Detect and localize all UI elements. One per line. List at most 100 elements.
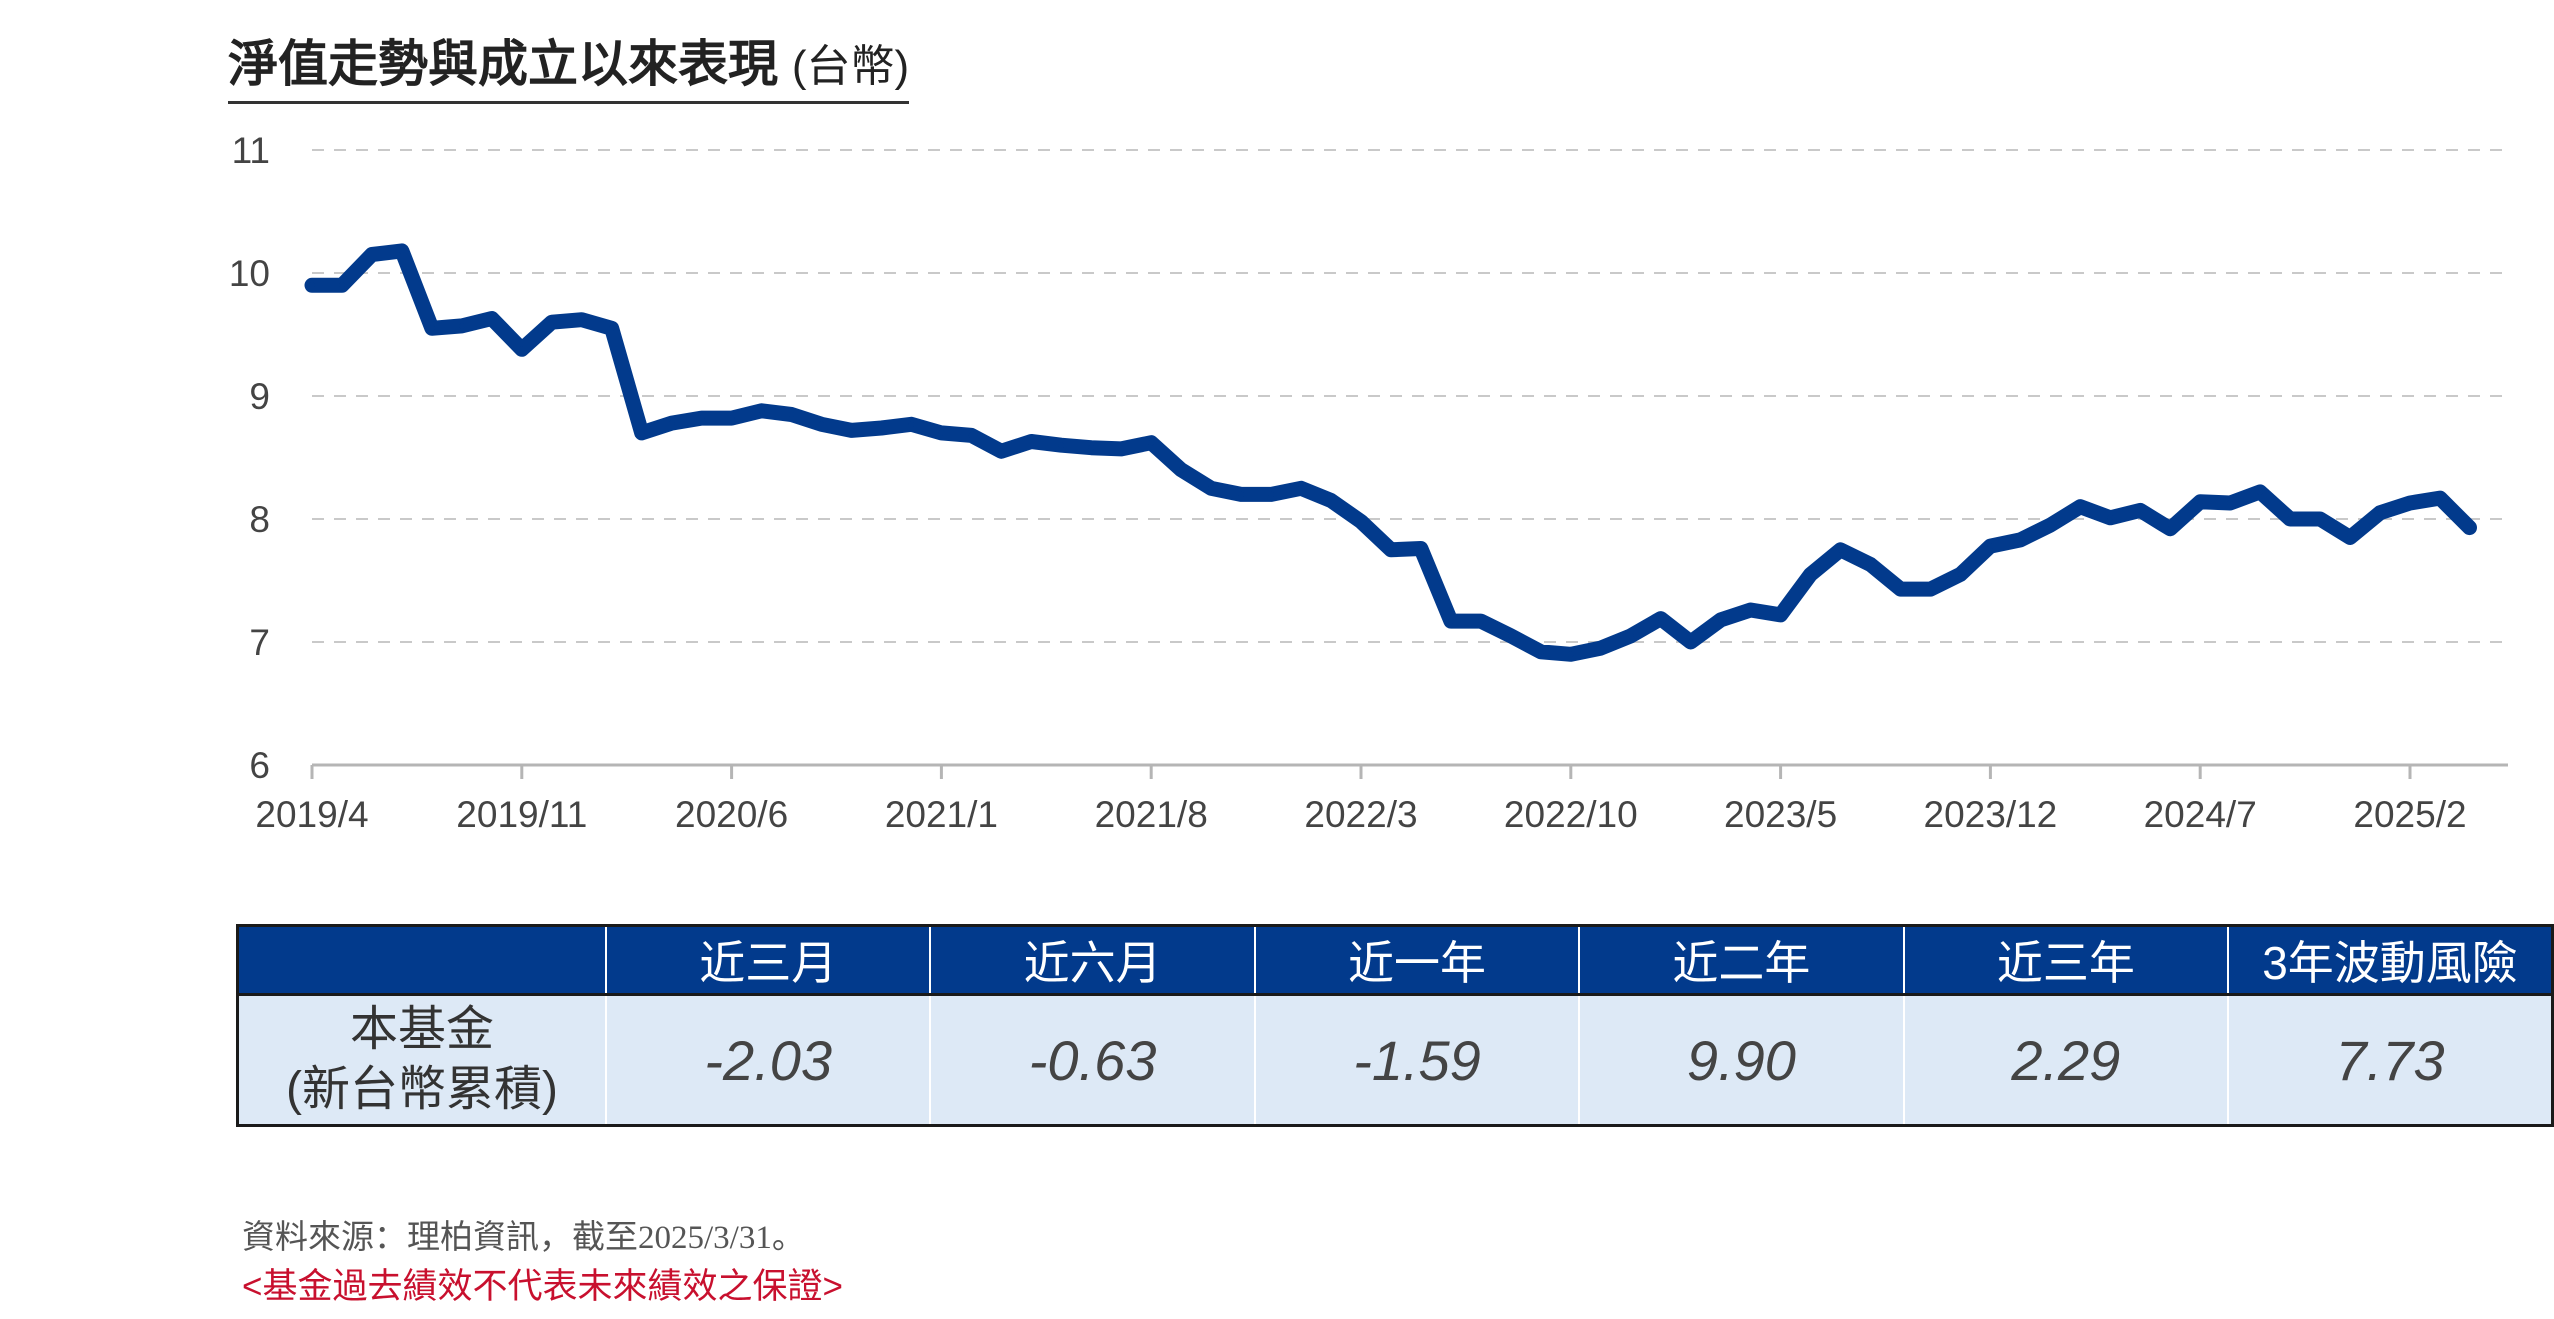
x-axis-ticks: 2019/4 2019/11 2020/6 2021/1 2021/8 2022/3 202… bbox=[255, 765, 2467, 835]
data-point bbox=[938, 429, 945, 436]
x-tick-label: 2020/6 bbox=[675, 794, 788, 835]
data-point bbox=[1058, 442, 1065, 449]
y-tick-label: 8 bbox=[249, 499, 270, 540]
data-point bbox=[398, 247, 405, 254]
table-header-2y: 近二年 bbox=[1578, 924, 1905, 996]
value-volatility: 7.73 bbox=[2227, 993, 2554, 1127]
data-point bbox=[1417, 545, 1424, 552]
x-tick-label: 2021/1 bbox=[885, 794, 998, 835]
data-point bbox=[2377, 509, 2383, 516]
data-point bbox=[1957, 571, 1964, 578]
data-point bbox=[608, 325, 615, 332]
value-3m: -2.03 bbox=[604, 993, 932, 1127]
value-6m: -0.63 bbox=[929, 993, 1256, 1127]
series-layer bbox=[304, 243, 2477, 662]
data-point bbox=[2047, 522, 2054, 529]
data-point bbox=[2197, 498, 2204, 505]
data-point bbox=[1358, 518, 1364, 525]
data-point bbox=[1148, 439, 1155, 446]
data-point bbox=[548, 319, 555, 326]
data-point bbox=[2317, 516, 2324, 522]
data-point bbox=[2466, 524, 2473, 531]
table-header-3m: 近三月 bbox=[604, 924, 932, 996]
data-point bbox=[518, 346, 525, 353]
data-point bbox=[668, 420, 675, 427]
data-point bbox=[2407, 500, 2413, 506]
data-point bbox=[2347, 534, 2354, 541]
data-point bbox=[1447, 618, 1454, 625]
y-tick-label: 7 bbox=[249, 622, 270, 663]
data-point bbox=[1088, 444, 1095, 451]
row-label-line1: 本基金 bbox=[349, 1003, 494, 1056]
data-point bbox=[1388, 546, 1394, 553]
x-tick-label: 2023/12 bbox=[1924, 794, 2058, 835]
data-point bbox=[1777, 611, 1784, 618]
data-point bbox=[368, 251, 375, 258]
data-point bbox=[638, 429, 645, 436]
data-point bbox=[1717, 616, 1724, 623]
table-header-row: 近三月 近六月 近一年 近二年 近三年 3年波動風險 bbox=[236, 924, 2554, 996]
x-tick-label: 2021/8 bbox=[1095, 794, 1208, 835]
data-point bbox=[1627, 632, 1634, 639]
data-point bbox=[2257, 488, 2264, 495]
table-header-blank bbox=[236, 924, 607, 996]
data-point bbox=[1537, 648, 1544, 655]
data-point bbox=[1747, 607, 1754, 613]
data-point bbox=[1028, 438, 1035, 445]
x-tick-label: 2025/2 bbox=[2353, 794, 2466, 835]
data-point bbox=[2107, 514, 2114, 521]
x-tick-label: 2022/3 bbox=[1304, 794, 1417, 835]
data-point bbox=[968, 432, 975, 439]
data-point bbox=[728, 415, 735, 422]
table-row: 本基金 (新台幣累積) -2.03 -0.63 -1.59 9.90 2.29 … bbox=[236, 993, 2554, 1127]
data-point bbox=[458, 322, 465, 329]
data-point bbox=[788, 411, 795, 418]
y-tick-label: 11 bbox=[232, 130, 270, 171]
grid-lines bbox=[312, 149, 2508, 643]
data-point bbox=[2017, 536, 2024, 543]
x-tick-label: 2024/7 bbox=[2144, 794, 2257, 835]
data-point bbox=[2137, 507, 2144, 514]
data-point bbox=[2227, 500, 2234, 506]
data-point bbox=[578, 316, 585, 323]
y-tick-label: 10 bbox=[229, 253, 270, 294]
x-tick-label: 2023/5 bbox=[1724, 794, 1837, 835]
table-header-1y: 近一年 bbox=[1253, 924, 1581, 996]
data-point bbox=[848, 427, 855, 434]
data-point bbox=[1328, 497, 1334, 504]
table-header-volatility: 3年波動風險 bbox=[2227, 924, 2554, 996]
data-point bbox=[1687, 639, 1694, 645]
data-point bbox=[1657, 615, 1664, 622]
value-3y: 2.29 bbox=[1902, 993, 2230, 1127]
data-point bbox=[488, 315, 495, 322]
data-point bbox=[1507, 632, 1514, 639]
y-tick-label: 9 bbox=[249, 376, 270, 417]
data-point bbox=[1268, 491, 1275, 498]
data-point bbox=[878, 425, 885, 431]
table-header-3y: 近三年 bbox=[1902, 924, 2230, 996]
data-point bbox=[908, 421, 915, 428]
data-point bbox=[1837, 546, 1844, 553]
data-point bbox=[698, 415, 705, 422]
table-row-label: 本基金 (新台幣累積) bbox=[236, 993, 607, 1127]
data-point bbox=[998, 448, 1005, 455]
data-point bbox=[1867, 561, 1874, 568]
x-tick-label: 2019/4 bbox=[255, 794, 368, 835]
value-1y: -1.59 bbox=[1253, 993, 1581, 1127]
data-point bbox=[2437, 495, 2443, 502]
data-point bbox=[1927, 586, 1934, 593]
data-point bbox=[309, 282, 315, 289]
x-tick-label: 2022/10 bbox=[1504, 794, 1638, 835]
data-point bbox=[1118, 445, 1125, 452]
data-point bbox=[1567, 651, 1574, 658]
data-point bbox=[1807, 571, 1814, 578]
x-tick-label: 2019/11 bbox=[456, 794, 587, 835]
chart-title-unit: (台幣) bbox=[791, 42, 910, 91]
chart-title-main: 淨值走勢與成立以來表現 bbox=[228, 36, 778, 92]
y-axis-ticks: 6 7 8 9 10 11 bbox=[229, 130, 270, 786]
data-point bbox=[758, 407, 765, 414]
data-point bbox=[2077, 503, 2084, 510]
data-point bbox=[339, 282, 345, 289]
data-point bbox=[2287, 516, 2294, 522]
row-label-line2: (新台幣累積) bbox=[286, 1063, 558, 1116]
